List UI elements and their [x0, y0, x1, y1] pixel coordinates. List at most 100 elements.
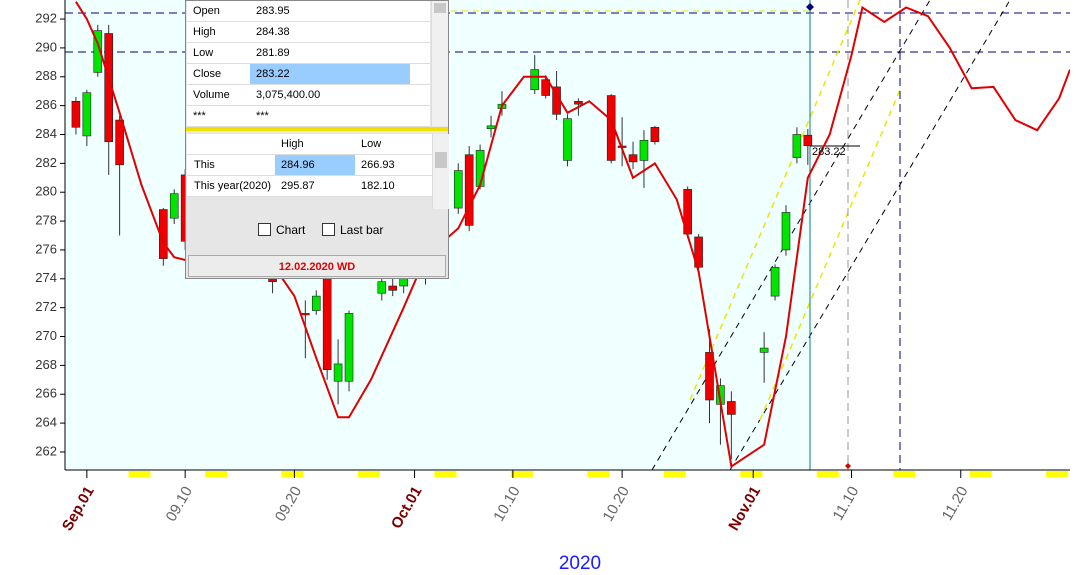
range-header: High Low [187, 134, 432, 155]
y-tick-label: 276 [35, 241, 57, 256]
candle-body [93, 30, 103, 73]
candle-body [803, 134, 813, 147]
weekend-marker [357, 471, 380, 477]
candle-body [169, 193, 179, 219]
range-row: This year(2020) 295.87 182.10 [187, 176, 432, 197]
y-tick-label: 286 [35, 97, 57, 112]
quote-label: High [193, 26, 216, 38]
candle-body [694, 236, 703, 268]
last-price-label: 283.22 [812, 146, 846, 158]
candle-body [344, 313, 354, 382]
quote-row: Open 283.95 [187, 1, 430, 22]
column-header: High [281, 138, 304, 150]
range-low: 182.10 [361, 180, 395, 192]
x-tick-label: Oct.01 [388, 483, 426, 531]
candle-body [541, 79, 550, 96]
chart-checkbox[interactable]: Chart [258, 223, 305, 237]
status-bar: 12.02.2020 WD [188, 255, 446, 277]
candle-body [574, 101, 583, 105]
candle-body [639, 139, 649, 161]
weekend-marker [663, 471, 686, 477]
x-tick-label: 09.10 [163, 483, 196, 524]
scrollbar[interactable] [432, 134, 449, 209]
candle-body [759, 347, 769, 353]
quote-label: Volume [193, 89, 230, 101]
y-tick-label: 264 [35, 415, 57, 430]
range-high: 295.87 [281, 180, 315, 192]
quote-row: Low 281.89 [187, 43, 430, 64]
scroll-thumb[interactable] [434, 3, 446, 13]
candle-body [563, 118, 572, 161]
info-panel: Open 283.95 High 284.38 Low 281.89 Close 283… [185, 0, 449, 279]
scroll-thumb[interactable] [435, 152, 447, 168]
quote-value: 283.95 [256, 5, 290, 17]
y-tick-label: 266 [35, 386, 57, 401]
range-high: 284.96 [275, 155, 355, 175]
x-tick-label: 11.10 [829, 483, 862, 523]
weekend-marker [969, 471, 992, 477]
candle-body [727, 401, 736, 415]
weekend-marker [816, 471, 839, 477]
candle-body [453, 170, 463, 209]
range-row: This month(Nov) 284.96 266.93 [187, 155, 432, 191]
y-tick-label: 290 [35, 39, 57, 54]
candle-body [311, 295, 321, 311]
trend-line [729, 0, 1011, 470]
weekend-marker [510, 471, 533, 477]
channel-line [759, 89, 901, 421]
trend-line [651, 0, 931, 470]
quote-row: Volume 3,075,400.00 [187, 85, 430, 106]
y-tick-label: 292 [35, 10, 57, 25]
checkbox[interactable] [258, 223, 271, 236]
candle-body [792, 134, 802, 158]
y-tick-label: 278 [35, 213, 57, 228]
candle-body [770, 266, 780, 297]
candle-body [301, 313, 310, 316]
y-tick-label: 268 [35, 357, 57, 372]
y-tick-label: 282 [35, 155, 57, 170]
candle-body [486, 125, 496, 130]
last-bar-checkbox[interactable]: Last bar [322, 223, 383, 237]
x-tick-label: 10.20 [600, 483, 633, 524]
quote-value: 281.89 [256, 47, 290, 59]
quote-label: *** [193, 110, 206, 122]
candle-body [650, 126, 660, 143]
y-tick-label: 280 [35, 184, 57, 199]
scrollbar[interactable] [431, 1, 448, 126]
checkbox-label: Chart [276, 223, 306, 237]
marker [845, 463, 851, 469]
marker [806, 3, 814, 11]
candle-body [781, 212, 791, 251]
candle-body [628, 154, 638, 163]
quote-value: 3,075,400.00 [256, 89, 321, 101]
quote-row: Close 283.22 [187, 64, 430, 85]
candle-body [705, 352, 714, 401]
weekend-marker [740, 471, 763, 477]
weekend-marker [205, 471, 228, 477]
forecast-background [810, 0, 1070, 470]
quote-label: Low [193, 47, 214, 59]
quote-label: Close [193, 68, 222, 80]
candle-body [322, 277, 332, 371]
y-tick-label: 284 [35, 126, 57, 141]
candle-body [475, 150, 485, 187]
candle-body [388, 285, 398, 291]
weekend-marker [1046, 471, 1069, 477]
quote-value: 283.22 [250, 64, 410, 84]
x-tick-label: 10.10 [490, 483, 523, 524]
candle-body [71, 101, 81, 128]
y-tick-label: 262 [35, 443, 57, 458]
quote-row: *** *** [187, 106, 430, 127]
range-label: This month(Nov) [194, 159, 251, 191]
quote-label: Open [193, 5, 220, 17]
weekend-marker [128, 471, 151, 477]
candle-body [333, 363, 343, 382]
drawing-tools [65, 0, 1070, 470]
column-header: Low [361, 138, 382, 150]
range-low: 266.93 [361, 159, 395, 171]
checkbox-label: Last bar [340, 223, 384, 237]
candle-body [115, 119, 124, 166]
checkbox[interactable] [322, 223, 335, 236]
y-tick-label: 288 [35, 68, 57, 83]
